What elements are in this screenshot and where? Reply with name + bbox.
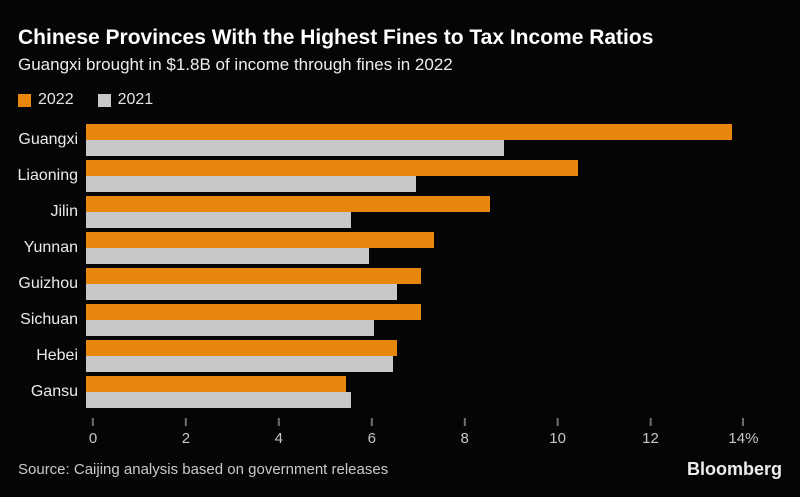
category-label-guizhou: Guizhou: [18, 275, 78, 292]
x-axis-tick-8: 8: [460, 418, 469, 447]
tick-label: 0: [88, 430, 98, 447]
chart-subtitle: Guangxi brought in $1.8B of income throu…: [18, 55, 453, 74]
bar-2022-sichuan: [86, 304, 421, 320]
bar-2022-guizhou: [86, 268, 421, 284]
category-label-yunnan: Yunnan: [23, 239, 78, 256]
bar-track-guangxi: [86, 124, 755, 156]
x-axis-tick-0: 0: [89, 418, 97, 447]
bar-2021-liaoning: [86, 176, 416, 192]
x-axis-tick-12: 12: [642, 418, 659, 447]
legend-item-2021: 2021: [97, 91, 154, 109]
tick-mark: [184, 418, 187, 426]
legend-swatch-2021-icon: [97, 93, 111, 107]
bar-track-gansu: [86, 376, 755, 408]
bar-2022-hebei: [86, 340, 398, 356]
x-axis-tick-14: 14%: [728, 418, 758, 447]
bar-track-hebei: [86, 340, 755, 372]
bar-2021-sichuan: [86, 320, 375, 336]
tick-mark: [742, 418, 745, 426]
bar-track-guizhou: [86, 268, 755, 300]
legend: 2022 2021: [18, 91, 153, 109]
category-label-jilin: Jilin: [50, 203, 78, 220]
chart-row-hebei: Hebei: [0, 340, 800, 372]
legend-label-2021: 2021: [117, 91, 154, 108]
legend-swatch-2022-icon: [18, 93, 31, 107]
bar-2022-gansu: [86, 376, 347, 392]
bloomberg-logo: Bloomberg: [686, 459, 782, 479]
bar-2022-liaoning: [86, 160, 579, 176]
tick-label: 4: [274, 430, 283, 447]
tick-mark: [649, 418, 652, 426]
tick-mark: [370, 418, 373, 426]
chart-title: Chinese Provinces With the Highest Fines…: [18, 26, 654, 49]
bar-2021-hebei: [86, 356, 393, 372]
bar-track-liaoning: [86, 160, 755, 192]
tick-label: 12: [642, 430, 659, 447]
bar-2021-jilin: [86, 212, 351, 228]
bar-2022-yunnan: [86, 232, 435, 248]
tick-label: 10: [549, 430, 566, 447]
source-note: Source: Caijing analysis based on govern…: [18, 461, 389, 478]
category-label-liaoning: Liaoning: [17, 167, 79, 184]
legend-label-2022: 2022: [38, 91, 74, 108]
chart-row-guizhou: Guizhou: [0, 268, 800, 300]
bar-2021-guizhou: [86, 284, 398, 300]
bar-track-jilin: [86, 196, 755, 228]
tick-label: 8: [460, 430, 469, 447]
tick-label: 14%: [728, 430, 759, 447]
tick-mark: [277, 418, 280, 426]
chart-row-yunnan: Yunnan: [0, 232, 800, 264]
tick-mark: [463, 418, 466, 426]
chart-row-jilin: Jilin: [0, 196, 800, 228]
x-axis-tick-4: 4: [275, 418, 283, 447]
chart-row-gansu: Gansu: [0, 376, 800, 408]
x-axis-tick-6: 6: [368, 418, 376, 447]
bar-track-yunnan: [86, 232, 755, 264]
category-label-sichuan: Sichuan: [20, 311, 78, 328]
x-axis: 0 2 4 6 8 10 12 14%: [89, 418, 762, 458]
bar-2021-guangxi: [86, 140, 505, 156]
tick-label: 6: [367, 430, 376, 447]
tick-mark: [556, 418, 559, 426]
bar-2022-jilin: [86, 196, 491, 212]
bar-2021-gansu: [86, 392, 351, 408]
chart-row-guangxi: Guangxi: [0, 124, 800, 156]
chart-row-liaoning: Liaoning: [0, 160, 800, 192]
category-label-guangxi: Guangxi: [18, 131, 78, 148]
tick-label: 2: [181, 430, 191, 447]
bar-2022-guangxi: [86, 124, 732, 140]
tick-mark: [92, 418, 94, 426]
category-label-gansu: Gansu: [30, 383, 78, 400]
legend-item-2022: 2022: [18, 91, 74, 109]
bar-2021-yunnan: [86, 248, 370, 264]
x-axis-tick-2: 2: [182, 418, 190, 447]
category-label-hebei: Hebei: [36, 347, 78, 364]
bar-chart-plot-area: Guangxi Liaoning Jilin Yunnan Guizhou Sichuan…: [0, 124, 800, 412]
bar-track-sichuan: [86, 304, 755, 336]
x-axis-tick-10: 10: [549, 418, 566, 447]
chart-row-sichuan: Sichuan: [0, 304, 800, 336]
